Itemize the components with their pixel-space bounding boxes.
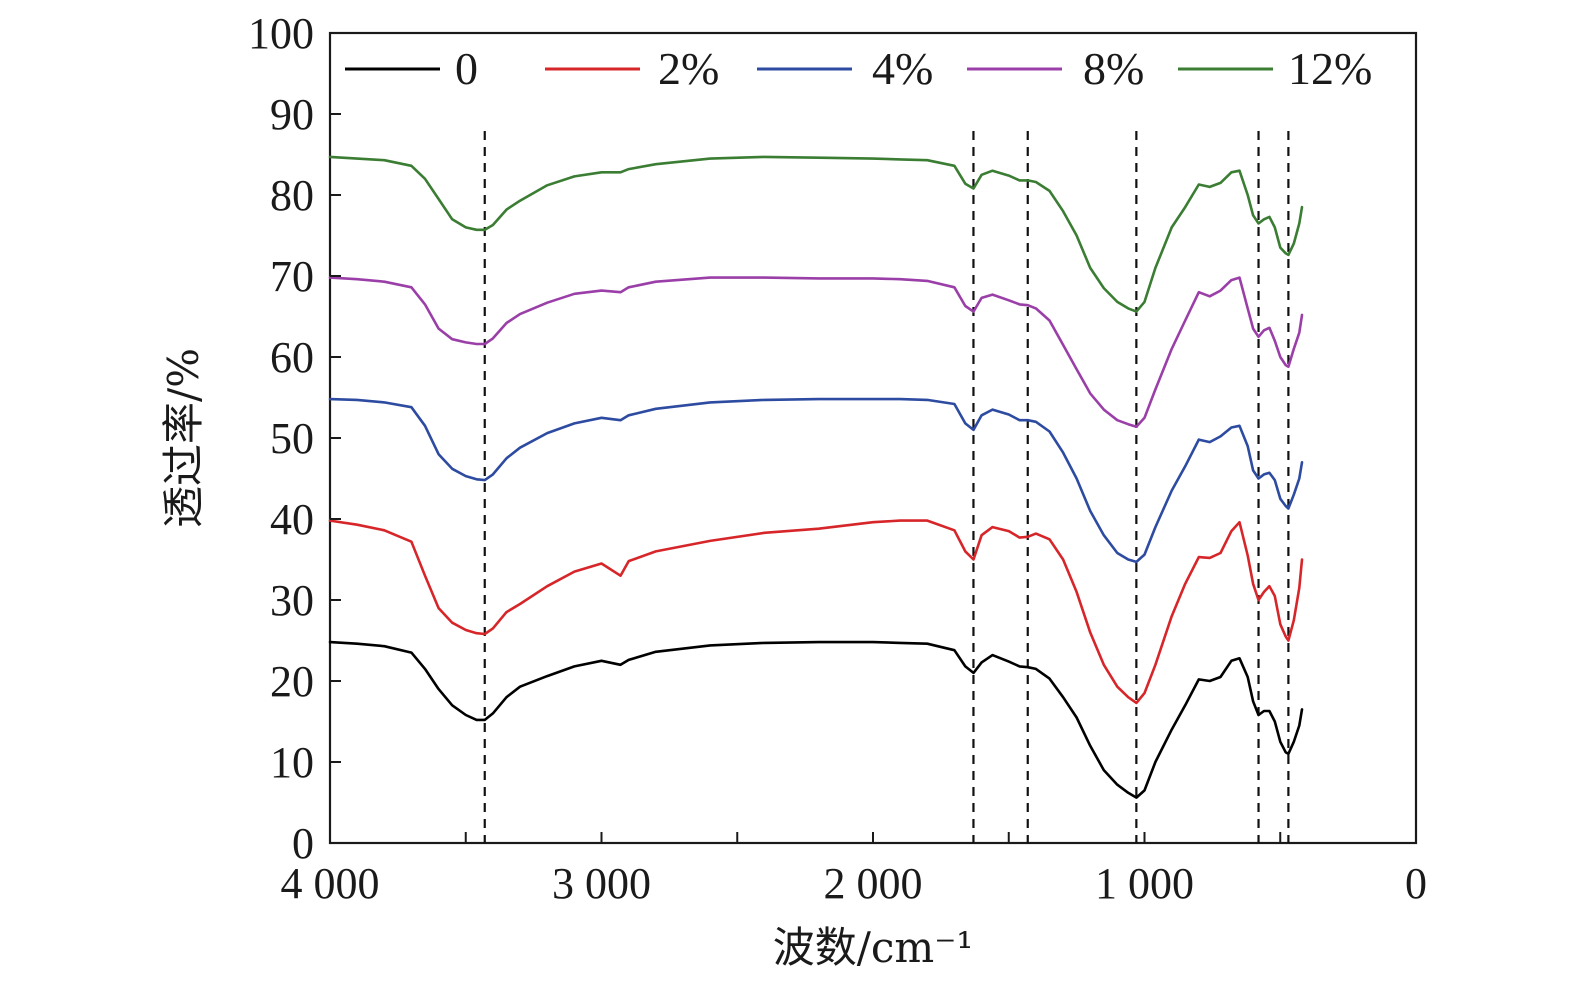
- y-axis-ticks: 0 10 20 30 40 50 60 70 80 90 100: [248, 9, 341, 868]
- reference-lines: [483, 131, 1290, 843]
- y-axis-title: 透过率/%: [159, 348, 208, 528]
- y-tick-label: 70: [270, 252, 314, 301]
- y-tick-label: 0: [292, 819, 314, 868]
- y-tick-label: 20: [270, 657, 314, 706]
- x-axis-title: 波数/cm⁻¹: [773, 923, 974, 972]
- series-line-12pct: [328, 155, 1304, 313]
- x-tick-label: 2 000: [824, 859, 923, 908]
- y-tick-label: 50: [270, 414, 314, 463]
- legend: 0 2% 4% 8% 12%: [345, 43, 1372, 94]
- legend-label-8pct: 8%: [1083, 43, 1144, 94]
- series-line-0: [328, 640, 1304, 799]
- y-tick-label: 60: [270, 333, 314, 382]
- series-line-4pct: [328, 397, 1304, 564]
- series-line-2pct: [328, 519, 1304, 705]
- x-tick-label: 0: [1405, 859, 1427, 908]
- legend-label-0: 0: [455, 43, 478, 94]
- x-tick-label: 3 000: [552, 859, 651, 908]
- y-tick-label: 40: [270, 495, 314, 544]
- y-tick-label: 100: [248, 9, 314, 58]
- plot-frame: [328, 31, 1418, 845]
- y-tick-label: 30: [270, 576, 314, 625]
- series-line-8pct: [328, 276, 1304, 428]
- series-layer: [328, 155, 1304, 799]
- legend-label-4pct: 4%: [872, 43, 933, 94]
- y-tick-label: 80: [270, 171, 314, 220]
- legend-label-12pct: 12%: [1288, 43, 1372, 94]
- y-tick-label: 10: [270, 738, 314, 787]
- y-tick-label: 90: [270, 90, 314, 139]
- x-tick-label: 1 000: [1095, 859, 1194, 908]
- x-tick-label: 4 000: [281, 859, 380, 908]
- x-axis-ticks: 4 000 3 000 2 000 1 000 0: [281, 832, 1427, 908]
- legend-label-2pct: 2%: [658, 43, 719, 94]
